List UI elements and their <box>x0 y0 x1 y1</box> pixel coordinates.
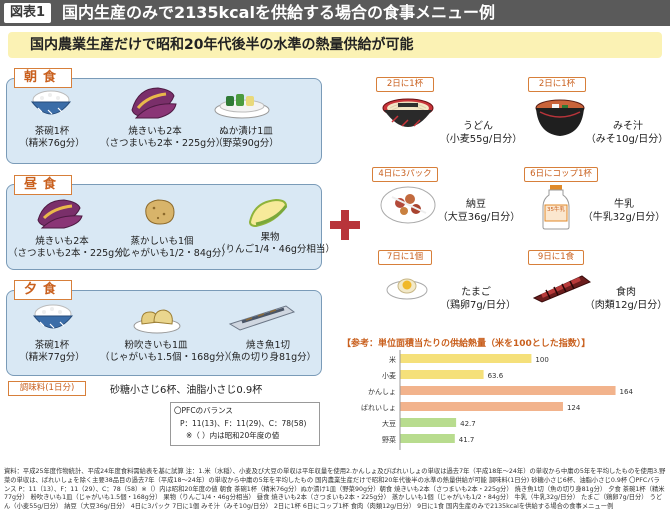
pfc-box <box>170 402 320 446</box>
miso-frequency-badge: 2日に1杯 <box>528 77 586 92</box>
dinner-item-3-line2: （魚の切り身81g分） <box>222 352 317 363</box>
steamed-potato-icon <box>133 309 181 334</box>
miso-soup-icon <box>535 99 585 136</box>
breakfast-item-3-line1: ぬか漬け1皿 <box>219 126 273 137</box>
udon-name: うどん <box>463 121 493 132</box>
dinner-item-3-line1: 焼き魚1切 <box>245 340 291 351</box>
reference-bar-chart: 米 100 小麦 63.6 かんしょ 164 ばれいしょ 124 大豆 42.7 野菜 41.7 <box>361 350 634 450</box>
breakfast-item-2-line2: （さつまいも2本・225g分） <box>100 138 226 149</box>
chart-bar <box>400 402 563 411</box>
lunch-item-1-line2: （さつまいも2本・225g分） <box>8 248 134 259</box>
chart-value-label: 41.7 <box>459 436 475 444</box>
breakfast-label: 朝食 <box>14 68 72 88</box>
lunch-item-2-line1: 蒸かしいも1個 <box>130 236 194 247</box>
figure-badge: 図表1 <box>4 3 52 23</box>
lunch-item-3-line1: 果物 <box>260 232 280 243</box>
miso-name: みそ汁 <box>613 121 643 132</box>
natto-icon <box>380 186 436 224</box>
pfc-values: P：11(13)、F：11(29)、C：78(58) <box>180 419 307 428</box>
meat-amount: （肉類12g/日分） <box>584 300 668 311</box>
seasoning-badge: 調味料(1日分) <box>8 381 86 396</box>
dinner-item-2-line1: 粉吹きいも1皿 <box>124 340 188 351</box>
breakfast-item-3-line2: （野菜90g分） <box>213 138 279 149</box>
milk-bottle-label: 35牛乳 <box>547 207 565 213</box>
chart-title: 【参考：単位面積当たりの供給熱量（米を100とした指数）】 <box>342 339 591 349</box>
apple-slice-icon <box>248 198 288 228</box>
sweet-potato-icon <box>131 87 177 119</box>
dinner-item-2-line2: （じゃがいも1.5個・168g分） <box>100 352 235 363</box>
egg-frequency-badge: 7日に1個 <box>378 250 432 265</box>
title-bar <box>0 0 670 26</box>
udon-frequency-badge: 2日に1杯 <box>376 77 434 92</box>
source-note: 資料：平成25年度作物統計、平成24年度食料需給表を基に試算 注：1.米（水稲）… <box>4 468 666 511</box>
page-title: 国内生産のみで2135kcalを供給する場合の食事メニュー例 <box>62 3 495 22</box>
meat-frequency-badge: 9日に1食 <box>528 250 584 265</box>
chart-value-label: 124 <box>567 404 581 412</box>
milk-name: 牛乳 <box>614 199 634 210</box>
chart-category-label: 野菜 <box>382 435 396 444</box>
pfc-note: ※（ ）内は昭和20年度の値 <box>186 431 280 440</box>
subtitle-box <box>8 32 662 58</box>
grilled-meat-icon <box>532 275 591 303</box>
rice-bowl-icon <box>32 304 74 329</box>
natto-name: 納豆 <box>466 199 486 210</box>
subtitle: 国内農業生産だけで昭和20年代後半の水準の熱量供給が可能 <box>30 37 414 53</box>
chart-value-label: 42.7 <box>460 420 476 428</box>
lunch-item-2-line2: （じゃがいも1/2・84g分） <box>112 248 231 259</box>
egg-amount: （鶏卵7g/日分） <box>439 300 517 311</box>
natto-frequency-badge: 4日に3パック <box>372 167 438 182</box>
chart-category-label: ばれいしょ <box>361 403 396 412</box>
chart-bar <box>400 370 484 379</box>
dinner-label: 夕食 <box>14 280 72 300</box>
chart-category-label: 大豆 <box>382 419 396 428</box>
chart-bar <box>400 386 616 395</box>
chart-bar <box>400 418 457 427</box>
breakfast-item-1-line1: 茶碗1杯 <box>34 126 70 137</box>
pickles-icon <box>214 94 270 119</box>
milk-frequency-badge: 6日にコップ1杯 <box>524 167 598 182</box>
lunch-item-1-line1: 焼きいも2本 <box>35 236 89 247</box>
milk-amount: （牛乳32g/日分） <box>582 212 666 223</box>
chart-bar <box>400 434 455 443</box>
miso-amount: （みそ10g/日分） <box>585 134 669 145</box>
steamed-potato-icon <box>145 199 175 225</box>
milk-bottle-icon <box>542 185 570 230</box>
breakfast-item-2-line1: 焼きいも2本 <box>128 126 182 137</box>
dinner-item-1-line2: （精米77g分） <box>19 352 85 363</box>
lunch-item-3-line2: （りんご1/4・46g分相当） <box>216 244 335 255</box>
grilled-fish-icon <box>228 305 296 331</box>
chart-bar <box>400 354 532 363</box>
sweet-potato-icon <box>37 199 83 229</box>
lunch-label: 昼食 <box>14 175 72 195</box>
natto-amount: （大豆36g/日分） <box>437 212 521 223</box>
chart-value-label: 100 <box>535 356 548 364</box>
chart-value-label: 63.6 <box>488 372 504 380</box>
egg-name: たまご <box>461 287 491 298</box>
udon-icon <box>382 98 434 127</box>
rice-bowl-icon <box>30 90 72 115</box>
chart-category-label: かんしょ <box>368 388 396 396</box>
chart-value-label: 164 <box>620 388 634 396</box>
breakfast-item-1-line2: （精米76g分） <box>19 138 85 149</box>
meat-name: 食肉 <box>616 287 636 298</box>
chart-category-label: 米 <box>389 355 396 364</box>
udon-amount: （小麦55g/日分） <box>439 134 523 145</box>
seasoning-text: 砂糖小さじ6杯、油脂小さじ0.9杯 <box>110 385 263 396</box>
chart-category-label: 小麦 <box>382 371 396 380</box>
plus-icon <box>330 210 360 240</box>
pfc-title: 〇PFCのバランス <box>174 406 233 415</box>
dinner-item-1-line1: 茶碗1杯 <box>34 340 70 351</box>
egg-icon <box>386 278 428 300</box>
